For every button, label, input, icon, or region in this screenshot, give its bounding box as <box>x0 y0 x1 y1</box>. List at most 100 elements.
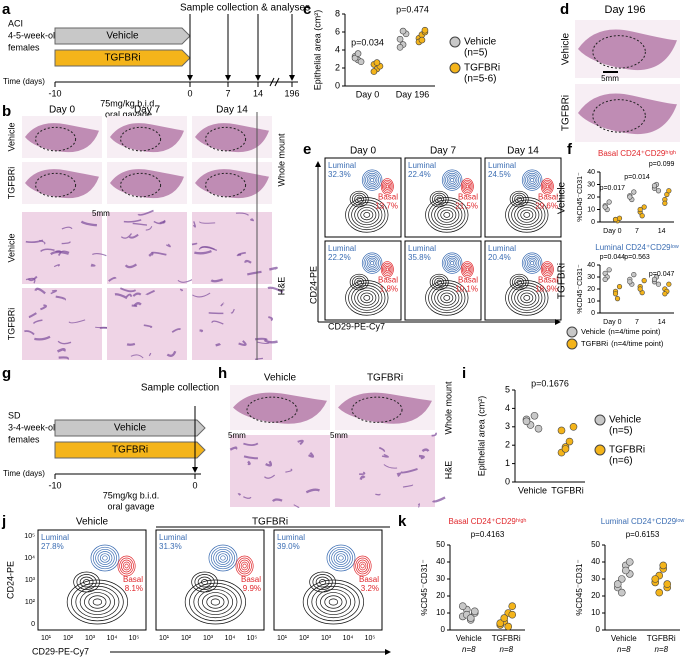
contour <box>434 287 460 309</box>
p-value: p=0.099 <box>649 161 675 168</box>
contour <box>516 196 522 202</box>
contour <box>76 574 97 590</box>
n-label: n=8 <box>462 645 476 654</box>
label: oral gavage <box>107 501 154 511</box>
data-point <box>637 286 643 292</box>
data-point <box>627 194 633 200</box>
contour <box>354 287 380 309</box>
contour <box>440 209 454 221</box>
panel-label: g <box>2 365 11 382</box>
contour <box>514 204 540 226</box>
x-tick-label: TGFBRi <box>647 634 676 643</box>
label: Vehicle <box>264 373 297 384</box>
contour <box>79 589 116 615</box>
contour <box>428 199 466 231</box>
data-point <box>625 558 634 566</box>
legend-note: (n=4/time point) <box>608 327 661 336</box>
label: 3-4-week-old <box>8 422 60 432</box>
he-texture <box>199 221 216 224</box>
he-texture <box>359 471 366 475</box>
contour <box>520 209 534 221</box>
contour <box>237 557 252 575</box>
he-texture <box>28 312 37 319</box>
contour <box>523 254 541 273</box>
label: Vehicle <box>76 517 109 528</box>
y-tick-label: 10 <box>591 608 600 617</box>
he-texture <box>148 352 152 357</box>
contour <box>352 275 367 289</box>
contour <box>119 557 134 575</box>
contour <box>363 295 371 301</box>
contour <box>436 196 442 202</box>
tissue <box>195 123 269 153</box>
label: ACI <box>8 18 23 28</box>
label: TGFBRi <box>112 445 148 456</box>
p-value: p=0.1676 <box>531 378 569 388</box>
label: 10² <box>63 635 74 642</box>
chart-title: Luminal CD24⁺CD29ˡᵒʷ <box>595 243 679 252</box>
data-point <box>504 622 513 631</box>
data-point <box>612 291 619 297</box>
he-texture <box>220 302 225 307</box>
data-point <box>617 588 626 597</box>
contour <box>348 282 386 314</box>
y-tick-label: 0 <box>335 80 340 90</box>
contour <box>544 182 551 190</box>
data-point <box>602 204 608 210</box>
he-texture <box>421 448 430 453</box>
contour <box>366 257 378 269</box>
label: Basal <box>359 575 379 584</box>
contour <box>523 171 541 190</box>
data-point <box>621 566 630 575</box>
contour <box>102 555 108 561</box>
contour <box>351 202 383 228</box>
data-point <box>351 54 359 62</box>
label: Time (days) <box>3 469 45 478</box>
y-tick-label: 40 <box>591 557 600 566</box>
he-texture <box>32 319 43 324</box>
contour <box>360 292 374 304</box>
he-texture <box>210 278 224 283</box>
data-point <box>666 188 672 194</box>
legend-note: (n=4/time point) <box>611 339 664 348</box>
label: 10² <box>25 599 36 606</box>
x-tick-label: Day 0 <box>603 228 621 235</box>
label: 4-5-week-old <box>8 30 60 40</box>
flow-plot <box>484 157 562 238</box>
contour <box>315 589 352 615</box>
contour <box>324 595 343 609</box>
contour <box>508 199 546 231</box>
contour <box>523 295 531 301</box>
data-point <box>655 188 662 194</box>
label: 27.8% <box>41 542 64 551</box>
he-texture <box>431 432 437 437</box>
axis-break <box>269 77 280 87</box>
label: 10⁴ <box>343 635 354 642</box>
label: Vehicle <box>114 423 147 434</box>
he-texture <box>108 276 117 282</box>
contour <box>540 178 554 195</box>
he-texture <box>145 289 155 296</box>
panel-label: b <box>2 103 11 120</box>
y-tick-label: 0 <box>591 219 595 226</box>
label: Vehicle <box>557 181 568 214</box>
contour <box>443 254 461 273</box>
he-texture <box>145 226 153 231</box>
label: oral gavage <box>105 109 152 119</box>
contour <box>345 197 389 233</box>
he-texture <box>194 249 212 255</box>
label: 18.9% <box>535 285 558 294</box>
column-label: Day 7 <box>134 105 161 116</box>
he-texture <box>40 248 55 253</box>
p-value: p=0.6153 <box>626 530 660 539</box>
label: 10³ <box>85 635 96 642</box>
label: H&E <box>276 277 286 296</box>
contour <box>437 290 457 306</box>
contour <box>66 579 128 625</box>
contour <box>90 544 120 572</box>
y-tick-label: 30 <box>587 181 595 188</box>
he-texture <box>263 338 278 344</box>
he-image <box>22 288 102 360</box>
